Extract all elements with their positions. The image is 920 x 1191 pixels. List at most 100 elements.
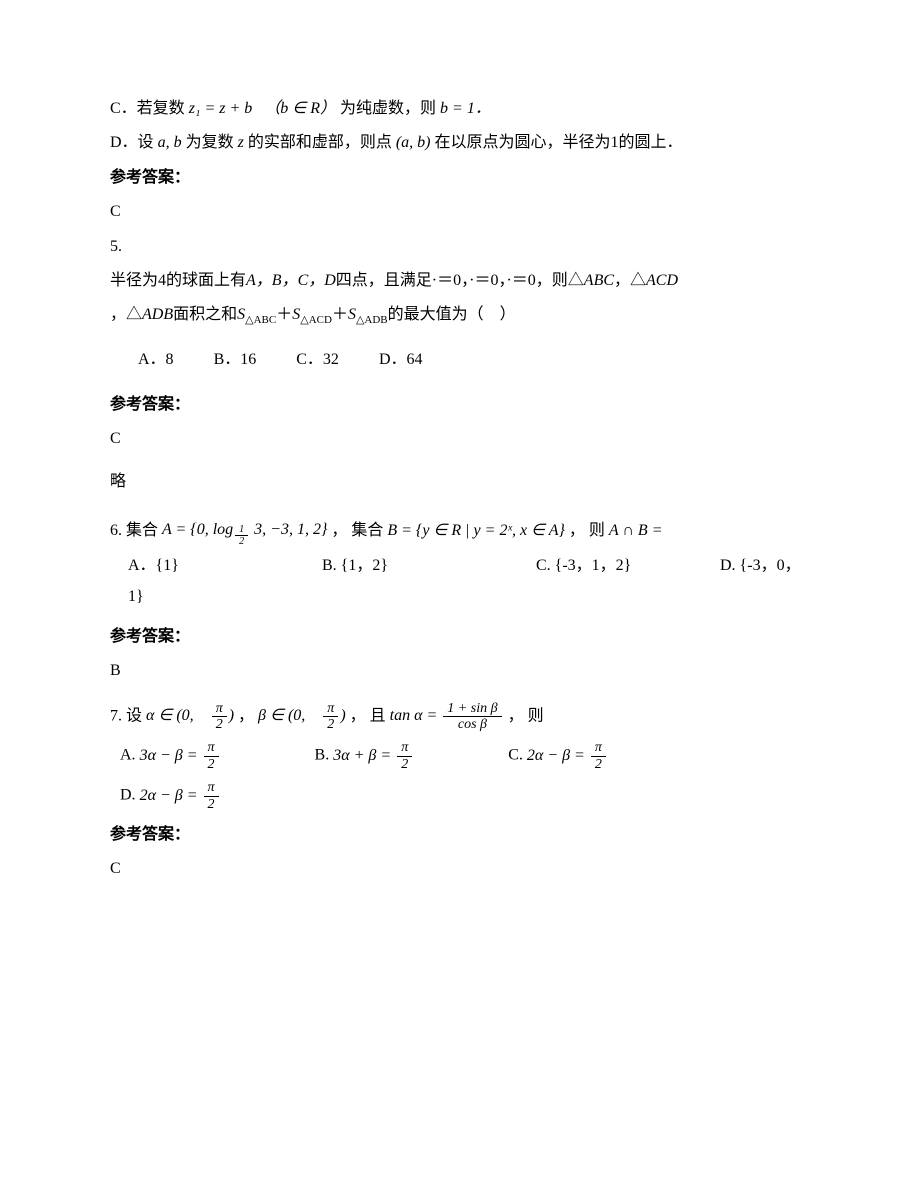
num: π (591, 740, 606, 756)
lhs: 3α + β = (333, 747, 391, 764)
text: ) (340, 707, 345, 724)
plus: ＋ (276, 306, 292, 323)
den: 2 (204, 797, 219, 812)
q6-option-b[interactable]: B. {1，2} (322, 551, 532, 581)
q5-number: 5. (110, 232, 810, 262)
set-a: A = {0, log12 3, −3, 1, 2} (162, 521, 331, 538)
q7-answer: C (110, 854, 810, 884)
q5-option-c[interactable]: C．32 (296, 351, 339, 368)
text: 在以原点为圆心，半径为1的圆上． (434, 134, 682, 151)
den: 2 (591, 757, 606, 772)
label: C. (508, 747, 523, 764)
text: 面积之和 (173, 306, 237, 323)
s: S (237, 306, 245, 323)
set-b: B = {y ∈ R | y = 2ˣ, x ∈ A} (387, 522, 565, 539)
den: 2 (212, 717, 227, 732)
text: C．若复数 (110, 100, 185, 117)
text: 四点，且满足·＝0，·＝0，·＝0，则△ (336, 272, 584, 289)
formula: （b ∈ R） (264, 100, 336, 117)
plus: ＋ (332, 306, 348, 323)
text: ， 则 (569, 522, 605, 539)
text: β ∈ (0, (258, 707, 321, 724)
q4-answer: C (110, 197, 810, 227)
label: D. (120, 787, 136, 804)
q5-option-b[interactable]: B．16 (214, 351, 257, 368)
expr: 3α − β = π2 (140, 747, 221, 764)
text: 的最大值为（ ） (388, 306, 516, 323)
q5-option-d[interactable]: D．64 (379, 351, 423, 368)
vars: A，B，C，D (246, 272, 336, 289)
expr: 2α − β = π2 (527, 747, 608, 764)
q7-number: 7. 设 (110, 707, 142, 724)
lhs: 2α − β = (140, 787, 198, 804)
den: cos β (443, 717, 501, 732)
sub: △ADB (356, 315, 388, 327)
q6-body: 6. 集合 A = {0, log12 3, −3, 1, 2} ， 集合 B … (110, 515, 810, 547)
q6-option-c[interactable]: C. {-3，1，2} (536, 551, 716, 581)
q7-option-c[interactable]: C. 2α − β = π2 (508, 740, 608, 772)
num: π (397, 740, 412, 756)
den: 2 (204, 757, 219, 772)
q6-number: 6. 集合 (110, 522, 158, 539)
comma: ， (238, 707, 254, 724)
q5-options: A．8 B．16 C．32 D．64 (138, 345, 810, 375)
sub: △ABC (245, 315, 276, 327)
q5-note: 略 (110, 467, 810, 497)
label: B. (315, 747, 330, 764)
q7-option-a[interactable]: A. 3α − β = π2 (120, 740, 221, 772)
text: A = {0, log (162, 521, 233, 538)
q4-option-d: D．设 a, b 为复数 z 的实部和虚部，则点 (a, b) 在以原点为圆心，… (110, 128, 810, 158)
q7-options-row1: A. 3α − β = π2 B. 3α + β = π2 C. 2α − β … (120, 740, 810, 772)
q7-body: 7. 设 α ∈ (0, π2) ， β ∈ (0, π2) ， 且 tan α… (110, 701, 810, 733)
alpha-domain: α ∈ (0, π2) (146, 707, 238, 724)
num: 1 (235, 524, 248, 536)
text: ) (229, 707, 234, 724)
q6-options: A．{1} B. {1，2} C. {-3，1，2} D. {-3，0，1} (128, 551, 810, 612)
lhs: 2α − β = (527, 747, 585, 764)
den: 2 (397, 757, 412, 772)
text: 3, −3, 1, 2} (250, 521, 327, 538)
num: 1 + sin β (443, 701, 501, 717)
vars: ACD (646, 272, 678, 289)
q7-option-b[interactable]: B. 3α + β = π2 (315, 740, 415, 772)
text: ，△ (614, 272, 646, 289)
beta-domain: β ∈ (0, π2) (258, 707, 350, 724)
answer-label: 参考答案： (110, 163, 810, 193)
q5-body-line2: ，△ADB面积之和S△ABC＋S△ACD＋S△ADB的最大值为（ ） (110, 300, 810, 331)
answer-label: 参考答案： (110, 390, 810, 420)
sub: △ACD (300, 315, 332, 327)
answer-label: 参考答案： (110, 622, 810, 652)
q6-option-a[interactable]: A．{1} (128, 551, 318, 581)
text: α ∈ (0, (146, 707, 210, 724)
num: π (204, 740, 219, 756)
answer-label: 参考答案： (110, 820, 810, 850)
text: D．设 (110, 134, 154, 151)
expr: 2α − β = π2 (140, 787, 221, 804)
inter: A ∩ B = (609, 522, 663, 539)
q7-option-d[interactable]: D. 2α − β = π2 (120, 780, 221, 812)
s: S (348, 306, 356, 323)
text: tan α = (390, 707, 438, 724)
text: ，△ (110, 306, 142, 323)
text (256, 100, 260, 117)
vars: ADB (142, 306, 173, 323)
formula: b = 1． (440, 100, 491, 117)
q4-option-c: C．若复数 z₁ = z + b （b ∈ R） 为纯虚数，则 b = 1． (110, 94, 810, 124)
q6-answer: B (110, 656, 810, 686)
lhs: 3α − β = (140, 747, 198, 764)
formula: z₁ = z + b (189, 100, 253, 117)
q5-answer: C (110, 424, 810, 454)
formula: a, b (158, 134, 182, 151)
den: 2 (235, 536, 248, 547)
q5-body-line1: 半径为4的球面上有A，B，C，D四点，且满足·＝0，·＝0，·＝0，则△ABC，… (110, 266, 810, 296)
num: π (323, 701, 338, 717)
text: 半径为4的球面上有 (110, 272, 246, 289)
label: A. (120, 747, 136, 764)
num: π (212, 701, 227, 717)
text: 为纯虚数，则 (340, 100, 436, 117)
text: ， 且 (350, 707, 386, 724)
text: ， 则 (508, 707, 544, 724)
formula: (a, b) (396, 134, 431, 151)
q5-option-a[interactable]: A．8 (138, 351, 174, 368)
expr: 3α + β = π2 (333, 747, 414, 764)
